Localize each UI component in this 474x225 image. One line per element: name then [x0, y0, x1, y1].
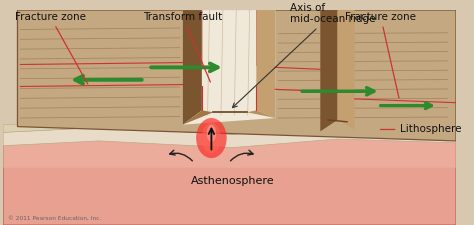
Polygon shape	[183, 110, 213, 125]
Ellipse shape	[196, 118, 227, 158]
Text: Transform fault: Transform fault	[143, 11, 222, 82]
Polygon shape	[3, 137, 456, 225]
Text: Lithosphere: Lithosphere	[400, 124, 461, 135]
Polygon shape	[3, 137, 456, 168]
Polygon shape	[256, 10, 275, 118]
Text: © 2011 Pearson Education, Inc.: © 2011 Pearson Education, Inc.	[8, 216, 101, 221]
Ellipse shape	[207, 125, 216, 142]
Text: Asthenosphere: Asthenosphere	[191, 176, 274, 186]
Polygon shape	[3, 120, 456, 134]
Polygon shape	[18, 10, 456, 141]
Ellipse shape	[202, 123, 221, 153]
Polygon shape	[320, 10, 337, 131]
Polygon shape	[183, 10, 202, 125]
Polygon shape	[183, 10, 275, 125]
Text: Axis of
mid-ocean ridge: Axis of mid-ocean ridge	[232, 3, 375, 108]
Polygon shape	[247, 110, 275, 118]
Text: Fracture zone: Fracture zone	[345, 11, 416, 98]
Text: Fracture zone: Fracture zone	[15, 11, 88, 84]
Polygon shape	[3, 127, 456, 148]
Polygon shape	[337, 10, 355, 129]
